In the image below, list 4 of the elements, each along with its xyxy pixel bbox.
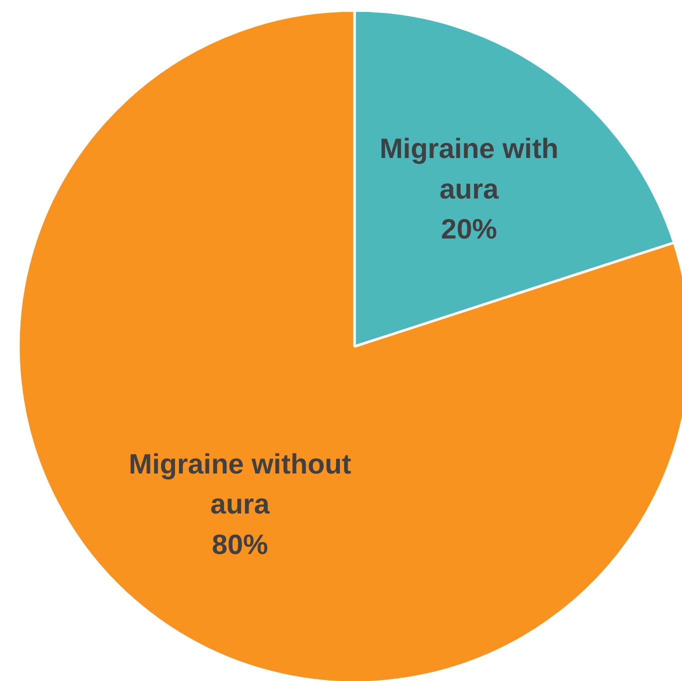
data-label: 20% bbox=[441, 214, 498, 245]
data-label: 80% bbox=[212, 528, 268, 560]
slice-label: Migraine with aura bbox=[380, 133, 559, 204]
slice-label: Migraine without aura bbox=[128, 448, 352, 520]
